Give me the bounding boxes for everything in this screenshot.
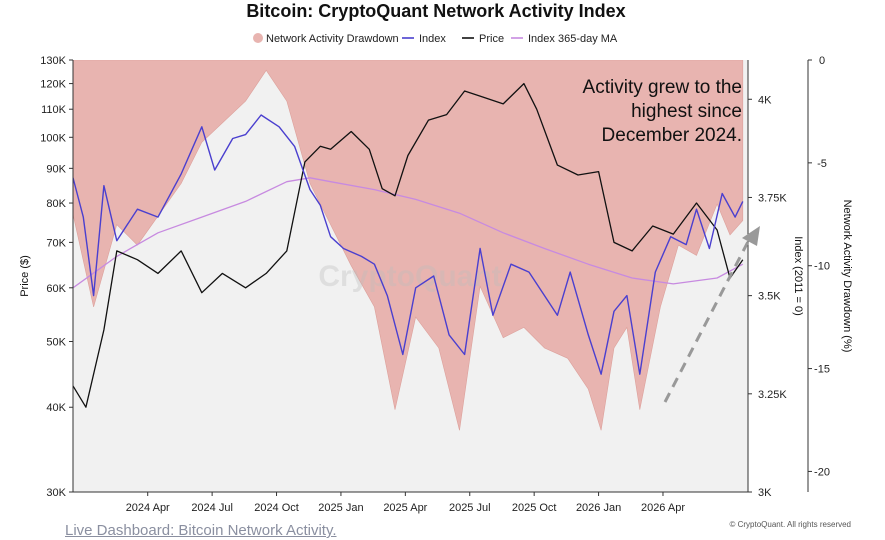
y-right-tick: -10 [814, 261, 830, 273]
x-tick: 2024 Jul [191, 502, 233, 514]
x-tick: 2024 Apr [126, 502, 170, 514]
annotation: Activity grew to the highest since Decembe… [583, 77, 760, 403]
y-index-tick: 4K [758, 94, 772, 106]
y-left-tick: 50K [46, 337, 66, 349]
y-left-tick: 90K [46, 163, 66, 175]
y-left-tick: 130K [40, 55, 66, 67]
y-left-tick: 120K [40, 79, 66, 91]
trend-arrow-head [742, 226, 760, 246]
annotation-line: highest since [631, 101, 742, 122]
x-tick: 2025 Oct [512, 502, 557, 514]
y-index-tick: 3.25K [758, 389, 787, 401]
x-tick: 2026 Apr [641, 502, 685, 514]
y-left-tick: 40K [46, 402, 66, 414]
annotation-line: December 2024. [602, 125, 742, 146]
price-series [73, 82, 744, 408]
y-left-tick: 60K [46, 283, 66, 295]
drawdown-area [73, 60, 744, 431]
x-tick: 2025 Jan [318, 502, 363, 514]
y-left-tick: 80K [46, 198, 66, 210]
y-left-tick: 70K [46, 237, 66, 249]
x-tick: 2024 Oct [254, 502, 299, 514]
copyright-text: © CryptoQuant. All rights reserved [729, 520, 852, 529]
y-left-label: Price ($) [19, 255, 31, 297]
dashboard-link[interactable]: Live Dashboard: Bitcoin Network Activity… [65, 522, 337, 539]
trend-arrow-line [663, 233, 754, 403]
y-left-tick: 110K [41, 104, 67, 116]
y-left-tick: 30K [46, 487, 66, 499]
y-index-label: Index (2011 = 0) [792, 236, 804, 316]
x-tick: 2025 Apr [383, 502, 427, 514]
series-lines [73, 82, 744, 408]
y-right-label: Network Activity Drawdown (%) [841, 200, 853, 353]
y-right-tick: 0 [819, 55, 825, 67]
axis-ticks: 30K 40K 50K 60K 70K 80K 90K 100K 110K 120K 130K 3K 3… [40, 55, 830, 514]
drawdown-series [73, 60, 744, 431]
legend-item: Network Activity Drawdown [266, 33, 399, 45]
chart-title: Bitcoin: CryptoQuant Network Activity In… [246, 1, 625, 21]
index-series [73, 114, 744, 375]
watermark: CryptoQuant [318, 260, 501, 293]
legend: Network Activity Drawdown Index Price Index… [253, 33, 618, 45]
legend-item: Index 365-day MA [528, 33, 618, 45]
x-tick: 2025 Jul [449, 502, 491, 514]
y-index-tick: 3K [758, 487, 772, 499]
annotation-text: Activity grew to the highest since Decembe… [583, 77, 742, 146]
y-right-tick: -15 [814, 364, 830, 376]
legend-swatch [253, 33, 263, 43]
y-right-tick: -5 [817, 158, 827, 170]
annotation-line: Activity grew to the [583, 77, 742, 98]
x-tick: 2026 Jan [576, 502, 621, 514]
y-index-tick: 3.5K [758, 291, 781, 303]
legend-item: Index [419, 33, 446, 45]
y-right-tick: -20 [814, 466, 830, 478]
y-left-tick: 100K [40, 132, 66, 144]
y-index-tick: 3.75K [758, 192, 787, 204]
legend-item: Price [479, 33, 504, 45]
